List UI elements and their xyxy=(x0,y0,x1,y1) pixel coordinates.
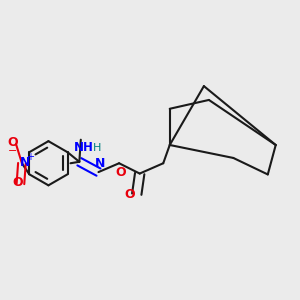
Text: N: N xyxy=(20,156,30,169)
Text: NH: NH xyxy=(74,141,94,154)
Text: O: O xyxy=(115,166,126,178)
Text: O: O xyxy=(7,136,18,149)
Text: N: N xyxy=(94,157,105,170)
Text: +: + xyxy=(26,152,34,162)
Text: H: H xyxy=(93,143,101,153)
Text: −: − xyxy=(8,146,17,156)
Text: O: O xyxy=(124,188,135,201)
Text: O: O xyxy=(12,176,23,189)
